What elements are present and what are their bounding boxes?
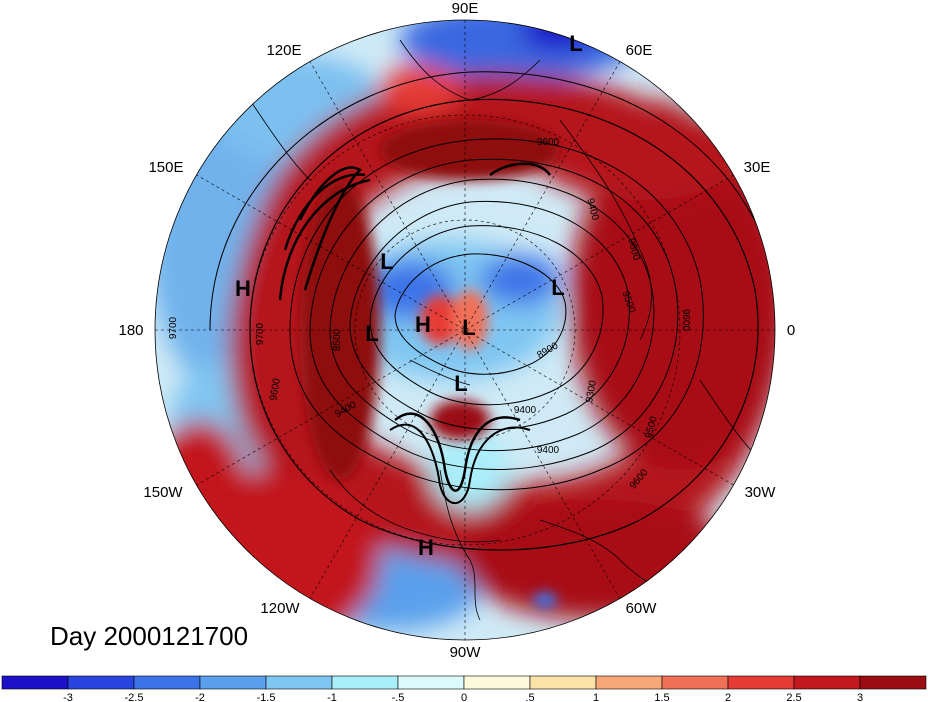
map-boundary — [154, 19, 776, 641]
colorbar-box — [133, 675, 201, 690]
contour-label: 9600 — [537, 137, 560, 148]
colorbar-ticks: -3 -2.5 -2 -1.5 -1 -.5 0 .5 1 1.5 2 2.5 3 — [63, 692, 863, 702]
lon-label-60e: 60E — [626, 42, 653, 59]
low-marker: L — [569, 31, 582, 56]
geopotential-contours — [209, 71, 775, 551]
high-marker: H — [415, 312, 431, 337]
lon-label-60w: 60W — [626, 600, 658, 617]
low-marker: L — [365, 321, 378, 346]
colorbar-box — [793, 675, 861, 690]
colorbar-box — [1, 675, 69, 690]
lon-label-120e: 120E — [266, 42, 301, 59]
colorbar-box — [331, 675, 399, 690]
colorbar-tick-label: 2 — [725, 692, 731, 702]
lon-label-90w: 90W — [450, 644, 482, 661]
colorbar-box — [661, 675, 729, 690]
colorbar-tick-label: 3 — [857, 692, 863, 702]
low-marker: L — [551, 275, 564, 300]
colorbar: -3 -2.5 -2 -1.5 -1 -.5 0 .5 1 1.5 2 2.5 3 — [1, 675, 927, 702]
colorbar-box — [463, 675, 531, 690]
contour-label: 9700 — [168, 316, 179, 339]
lon-label-90e: 90E — [452, 0, 479, 17]
lon-label-150e: 150E — [148, 159, 183, 176]
map-title: Day 2000121700 — [50, 621, 248, 651]
lon-label-120w: 120W — [260, 600, 300, 617]
graticule — [155, 20, 775, 640]
colorbar-tick-label: -1.5 — [257, 692, 276, 702]
contour-label: 9400 — [514, 405, 537, 416]
colorbar-tick-label: .5 — [525, 692, 534, 702]
colorbar-tick-label: 1.5 — [654, 692, 669, 702]
contour-label: 9600 — [680, 309, 691, 332]
colorbar-box — [199, 675, 267, 690]
colorbar-box — [529, 675, 597, 690]
colorbar-box — [397, 675, 465, 690]
lon-label-30e: 30E — [744, 159, 771, 176]
colorbar-tick-label: 2.5 — [786, 692, 801, 702]
colorbar-box — [67, 675, 135, 690]
contour-value-labels: 9600 9400 9600 9700 9700 9600 9500 9400 … — [168, 137, 691, 491]
high-marker: H — [235, 276, 251, 301]
colorbar-tick-label: -3 — [63, 692, 73, 702]
lon-label-150w: 150W — [143, 484, 183, 501]
colorbar-box — [595, 675, 663, 690]
colorbar-tick-label: -2.5 — [125, 692, 144, 702]
colorbar-box — [265, 675, 333, 690]
colorbar-tick-label: -.5 — [392, 692, 405, 702]
contour-label: 9300 — [584, 379, 599, 403]
lon-label-0: 0 — [787, 322, 795, 339]
pressure-systems: L H L L H L L L H — [235, 31, 583, 560]
colorbar-tick-label: -1 — [327, 692, 337, 702]
low-marker: L — [380, 249, 393, 274]
colorbar-box — [859, 675, 927, 690]
low-marker: L — [454, 371, 467, 396]
lon-label-180: 180 — [118, 322, 143, 339]
colorbar-tick-label: 0 — [461, 692, 467, 702]
contour-label: 8500 — [332, 328, 343, 351]
longitude-labels: 90E 60E 30E 0 30W 60W 90W 120W 150W 180 … — [118, 0, 795, 661]
colorbar-tick-label: -2 — [195, 692, 205, 702]
colorbar-box — [727, 675, 795, 690]
colorbar-tick-label: 1 — [593, 692, 599, 702]
low-marker: L — [462, 315, 475, 340]
lon-label-30w: 30W — [745, 484, 777, 501]
contour-label: 9700 — [255, 322, 266, 345]
contour-label: 9400 — [537, 445, 560, 456]
contour-label: 9600 — [268, 377, 283, 401]
high-marker: H — [418, 535, 434, 560]
colorbar-boxes — [1, 675, 927, 690]
